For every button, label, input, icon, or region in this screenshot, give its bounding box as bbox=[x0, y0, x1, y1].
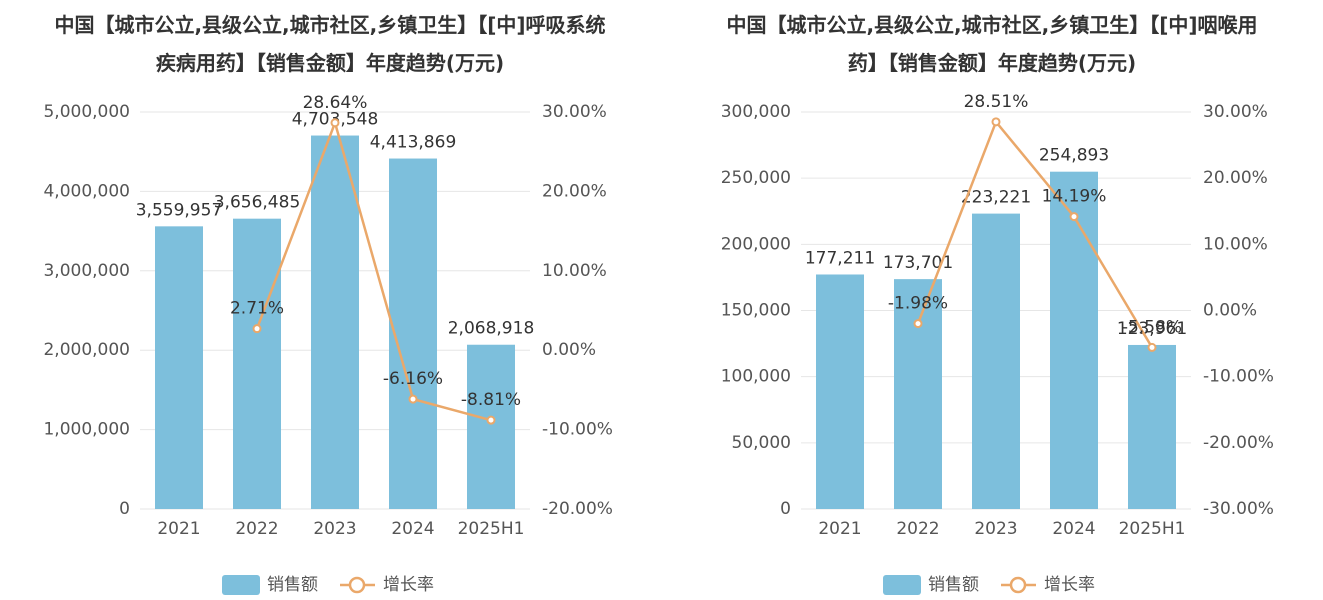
growth-value-label: -1.98% bbox=[888, 294, 948, 314]
x-tick-label: 2023 bbox=[974, 519, 1017, 539]
bar bbox=[1128, 344, 1176, 509]
y-tick-label: 150,000 bbox=[721, 301, 791, 321]
x-tick-label: 2022 bbox=[896, 519, 939, 539]
legend-label: 销售额 bbox=[267, 575, 318, 595]
bar-value-label: 3,656,485 bbox=[214, 193, 301, 213]
x-tick-label: 2024 bbox=[1052, 519, 1095, 539]
legend-swatch bbox=[883, 575, 921, 595]
bar-value-label: 223,221 bbox=[961, 188, 1031, 208]
legend-label: 增长率 bbox=[383, 575, 434, 595]
y-tick-label: 50,000 bbox=[732, 433, 791, 453]
y2-tick-label: 30.00% bbox=[542, 102, 607, 122]
bar-value-label: 4,413,869 bbox=[370, 133, 457, 153]
growth-line bbox=[916, 119, 1154, 349]
y-tick-label: 0 bbox=[119, 499, 130, 519]
chart-title: 中国【城市公立,县级公立,城市社区,乡镇卫生】【[中]呼吸系统疾病用药】【销售金… bbox=[54, 13, 606, 75]
x-tick-label: 2022 bbox=[235, 519, 278, 539]
growth-point bbox=[1069, 212, 1079, 222]
y2-tick-label: -30.00% bbox=[1203, 499, 1274, 519]
bar bbox=[155, 226, 203, 509]
growth-line bbox=[255, 118, 492, 422]
bar-value-label: 173,701 bbox=[883, 253, 953, 273]
x-tick-label: 2024 bbox=[391, 519, 434, 539]
y-tick-label: 3,000,000 bbox=[43, 261, 130, 281]
y-tick-label: 300,000 bbox=[721, 102, 791, 122]
growth-value-label: 2.71% bbox=[230, 299, 284, 319]
bar-value-label: 254,893 bbox=[1039, 146, 1109, 166]
y-tick-label: 0 bbox=[780, 499, 791, 519]
bar bbox=[816, 274, 864, 509]
y-tick-label: 1,000,000 bbox=[43, 420, 130, 440]
x-tick-label: 2025H1 bbox=[458, 519, 525, 539]
y-tick-label: 250,000 bbox=[721, 168, 791, 188]
y2-tick-label: 20.00% bbox=[1203, 168, 1268, 188]
growth-value-label: 14.19% bbox=[1042, 187, 1107, 207]
growth-point bbox=[991, 117, 1001, 127]
bar-value-label: 123,961 bbox=[1117, 319, 1187, 339]
legend-marker bbox=[348, 576, 366, 594]
bar bbox=[894, 279, 942, 509]
y-tick-label: 5,000,000 bbox=[43, 102, 130, 122]
bar bbox=[233, 218, 281, 509]
y-tick-label: 4,000,000 bbox=[43, 181, 130, 201]
growth-point bbox=[486, 415, 496, 425]
y2-tick-label: 10.00% bbox=[1203, 234, 1268, 254]
x-tick-label: 2023 bbox=[313, 519, 356, 539]
growth-point bbox=[913, 319, 923, 329]
y2-tick-label: 20.00% bbox=[542, 181, 607, 201]
growth-value-label: -6.16% bbox=[383, 369, 443, 389]
y2-tick-label: 0.00% bbox=[1203, 301, 1257, 321]
x-tick-label: 2025H1 bbox=[1119, 519, 1186, 539]
bar-value-label: 3,559,957 bbox=[136, 200, 223, 220]
bar bbox=[311, 135, 359, 510]
growth-value-label: -5.58% bbox=[1122, 317, 1182, 337]
y2-tick-label: -10.00% bbox=[542, 420, 613, 440]
y-tick-label: 2,000,000 bbox=[43, 340, 130, 360]
legend-marker bbox=[1009, 576, 1027, 594]
growth-point bbox=[330, 118, 340, 128]
bar-value-label: 177,211 bbox=[805, 248, 875, 268]
y2-tick-label: 0.00% bbox=[542, 340, 596, 360]
x-tick-label: 2021 bbox=[157, 519, 200, 539]
y2-tick-label: 30.00% bbox=[1203, 102, 1268, 122]
x-tick-label: 2021 bbox=[818, 519, 861, 539]
y2-tick-label: 10.00% bbox=[542, 261, 607, 281]
chart-title: 中国【城市公立,县级公立,城市社区,乡镇卫生】【[中]咽喉用药】【销售金额】年度… bbox=[726, 13, 1258, 75]
growth-value-label: -8.81% bbox=[461, 390, 521, 410]
y2-tick-label: -20.00% bbox=[542, 499, 613, 519]
y-tick-label: 200,000 bbox=[721, 234, 791, 254]
bar-value-label: 2,068,918 bbox=[448, 319, 535, 339]
y2-tick-label: -20.00% bbox=[1203, 433, 1274, 453]
growth-value-label: 28.51% bbox=[964, 92, 1029, 112]
legend-label: 增长率 bbox=[1044, 575, 1095, 595]
legend-label: 销售额 bbox=[928, 575, 979, 595]
bar bbox=[389, 158, 437, 509]
y2-tick-label: -10.00% bbox=[1203, 367, 1274, 387]
growth-point bbox=[252, 324, 262, 334]
legend-swatch bbox=[222, 575, 260, 595]
y-tick-label: 100,000 bbox=[721, 367, 791, 387]
growth-point bbox=[1147, 342, 1157, 352]
growth-point bbox=[408, 394, 418, 404]
bar bbox=[1050, 171, 1098, 509]
bar bbox=[467, 344, 515, 509]
growth-value-label: 28.64% bbox=[303, 93, 368, 113]
bar bbox=[972, 213, 1020, 509]
